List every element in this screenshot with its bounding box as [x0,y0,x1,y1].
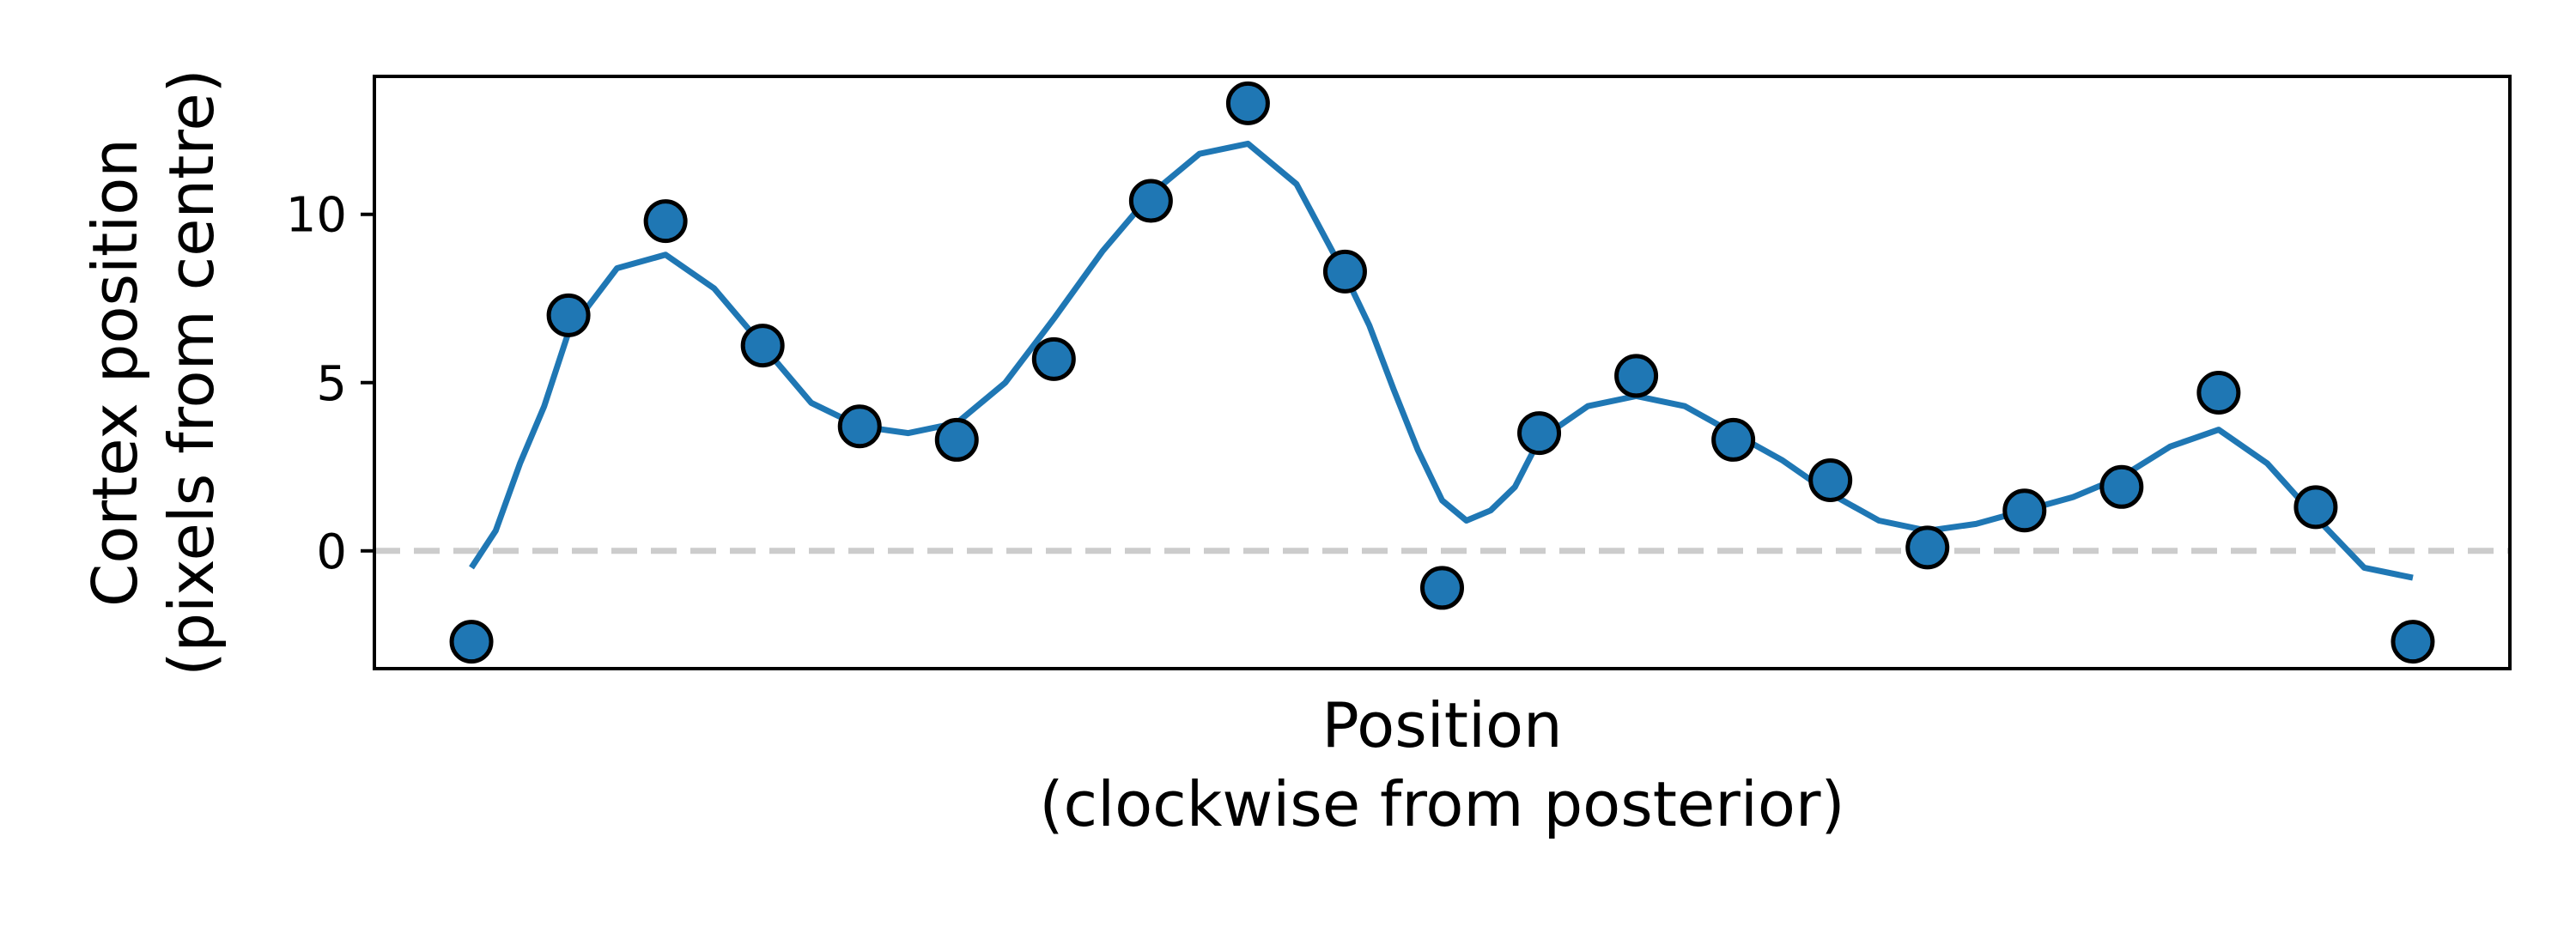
data-point [546,293,591,337]
y-tick-label: 10 [286,188,347,244]
data-point [2002,488,2047,533]
data-point [2196,371,2241,415]
data-point [2099,464,2144,509]
data-point [1420,566,1464,610]
x-axis-label-line2: (clockwise from posterior) [1039,768,1844,840]
data-point [837,404,882,449]
data-point [934,417,979,462]
plot-frame [373,75,2512,670]
data-point [1031,336,1076,381]
y-tick-label: 5 [316,356,347,412]
y-axis-label-line1: Cortex position [79,138,151,607]
data-point [2293,485,2338,530]
data-point [1614,354,1659,398]
data-point [643,199,688,244]
x-axis-label-line1: Position [1321,689,1562,761]
data-point [1225,81,1270,125]
data-point [1808,457,1853,502]
y-axis-label-line2: (pixels from centre) [155,69,228,676]
y-ticks: 0 5 10 [286,188,374,580]
data-point [2391,620,2435,664]
data-point [1517,411,1562,456]
data-point [740,324,785,368]
series-points-layer [449,81,2435,664]
data-point [449,620,494,664]
data-point [1905,525,1950,570]
data-point [1322,249,1367,294]
y-tick-label: 0 [316,524,347,580]
data-point [1128,179,1173,223]
data-point [1711,417,1756,462]
